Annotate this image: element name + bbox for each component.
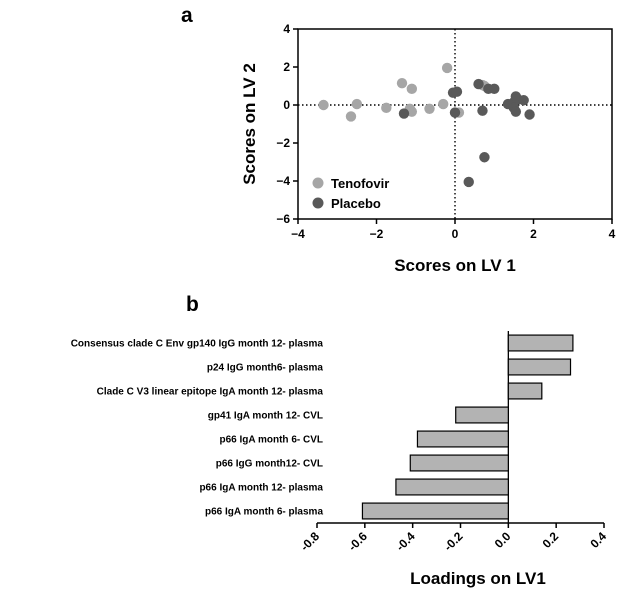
point-tenofovir <box>406 83 418 95</box>
point-tenofovir <box>396 77 408 89</box>
category-label: gp41 IgA month 12- CVL <box>208 411 323 422</box>
category-label: Clade C V3 linear epitope IgA month 12- … <box>97 387 324 398</box>
point-placebo <box>451 86 463 97</box>
x-tick-label: 0.4 <box>587 529 609 551</box>
category-label: p66 IgG month12- CVL <box>216 459 323 470</box>
category-label: p66 IgA month 12- plasma <box>199 483 323 494</box>
bar <box>361 502 509 520</box>
point-placebo <box>449 107 461 118</box>
bar <box>507 382 543 400</box>
y-tick-label: 0 <box>283 98 290 112</box>
point-placebo <box>510 106 522 117</box>
category-label: p24 IgG month6- plasma <box>207 363 324 374</box>
x-tick-label: −4 <box>291 227 305 241</box>
panel-a-legend: Tenofovir Placebo <box>312 176 389 211</box>
category-label: p66 IgA month 6- CVL <box>219 435 323 446</box>
point-tenofovir <box>351 98 363 110</box>
legend-label-placebo: Placebo <box>331 196 381 211</box>
y-tick-label: −6 <box>276 212 290 226</box>
x-tick-label: −2 <box>370 227 384 241</box>
legend-marker-tenofovir <box>312 177 324 189</box>
y-tick-label: −4 <box>276 174 290 188</box>
point-placebo <box>489 83 500 95</box>
x-tick-label: 0.2 <box>540 529 562 551</box>
point-placebo <box>479 152 490 163</box>
panel-b-x-axis-label: Loadings on LV1 <box>410 569 546 588</box>
point-tenofovir <box>345 111 357 122</box>
bar <box>409 454 509 472</box>
point-tenofovir <box>424 103 435 115</box>
category-label: p66 IgA month 6- plasma <box>205 507 323 518</box>
x-tick-label: 2 <box>530 227 537 241</box>
panel-b-bars <box>361 334 574 520</box>
x-tick-label: -0.2 <box>441 529 466 554</box>
panel-a-x-axis-label: Scores on LV 1 <box>394 256 516 275</box>
y-tick-label: 4 <box>283 22 290 36</box>
point-tenofovir <box>406 106 418 117</box>
point-placebo <box>398 108 410 119</box>
bar <box>507 358 572 376</box>
y-tick-label: 2 <box>283 60 290 74</box>
panel-b-category-labels: Consensus clade C Env gp140 IgG month 12… <box>71 339 324 518</box>
bar <box>416 430 509 448</box>
panel-b: b Consensus clade C Env gp140 IgG month … <box>71 293 610 588</box>
y-tick-label: −2 <box>276 136 290 150</box>
point-tenofovir <box>441 62 453 74</box>
bar <box>395 478 509 496</box>
bar <box>455 406 509 424</box>
panel-a-y-axis-label: Scores on LV 2 <box>240 63 259 185</box>
point-tenofovir <box>438 98 449 110</box>
point-placebo <box>524 109 535 120</box>
point-placebo <box>518 95 529 106</box>
panel-a-reference-lines <box>298 29 612 219</box>
point-tenofovir <box>318 99 329 111</box>
point-tenofovir <box>381 102 392 114</box>
x-tick-label: -0.4 <box>393 529 418 554</box>
x-tick-label: 4 <box>609 227 616 241</box>
panel-b-letter: b <box>186 293 199 316</box>
panel-b-ticks: -0.8 -0.6 -0.4 -0.2 0.0 0.2 0.4 <box>298 523 609 554</box>
point-placebo <box>463 176 474 188</box>
x-tick-label: -0.8 <box>298 529 323 554</box>
point-placebo <box>477 105 488 116</box>
legend-marker-placebo <box>312 197 324 209</box>
x-tick-label: 0 <box>452 227 459 241</box>
x-tick-label: 0.0 <box>492 529 514 551</box>
point-placebo <box>473 78 484 90</box>
x-tick-label: -0.6 <box>345 529 370 554</box>
bar <box>507 334 574 352</box>
panel-a-points <box>318 62 535 188</box>
legend-label-tenofovir: Tenofovir <box>331 176 389 191</box>
category-label: Consensus clade C Env gp140 IgG month 12… <box>71 339 324 350</box>
panel-a-letter: a <box>181 4 193 27</box>
